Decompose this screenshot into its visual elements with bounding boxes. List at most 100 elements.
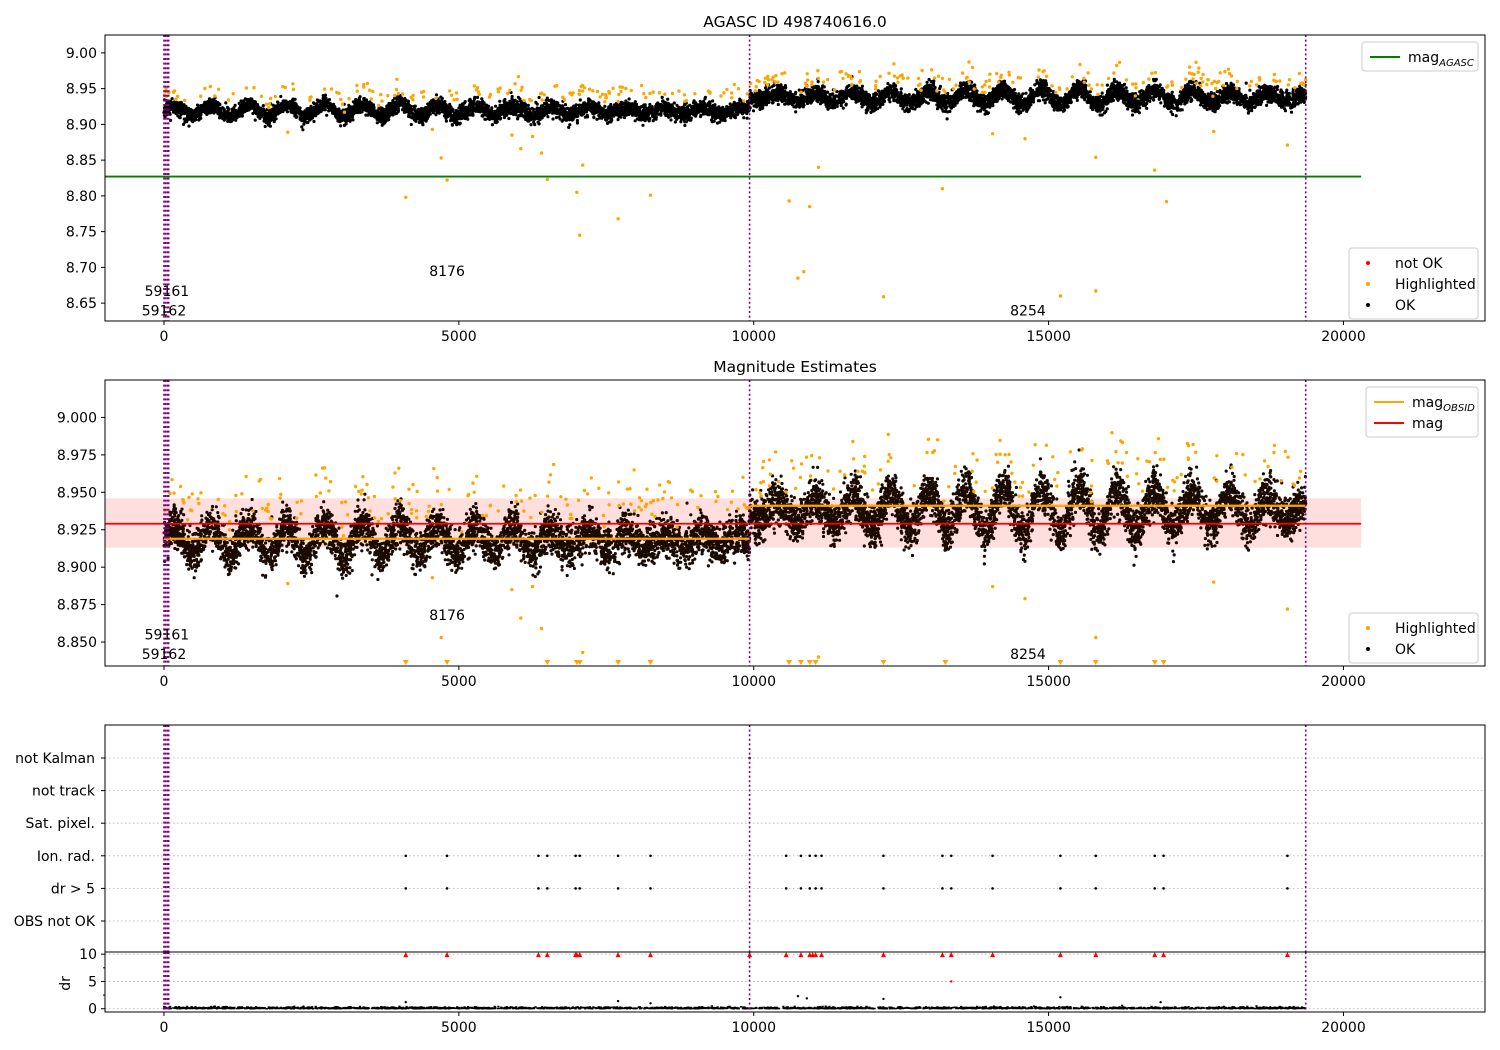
legend-marker [1366,282,1370,286]
flag-point [814,887,817,890]
flag-point [578,854,582,858]
y-tick-label: 8.975 [57,448,97,464]
x-tick-label: 10000 [731,329,776,345]
legend-box [1348,247,1479,320]
y-tick-label: 10 [79,947,97,963]
flag-point [574,854,577,858]
flag-point [808,854,812,858]
clipped-outlier-marker [647,660,654,665]
axes-frame [104,951,1486,1013]
clipped-outlier-marker [1151,660,1158,665]
flag-point [941,854,944,858]
dr-outlier-point [616,999,620,1003]
y-tick-label: 8.875 [57,598,97,614]
x-tick-label: 5000 [441,1020,477,1036]
x-tick-label: 0 [160,1020,169,1036]
plot-area [105,380,1362,666]
axes-frame [104,724,1486,953]
x-tick-label: 20000 [1321,674,1366,690]
flag-point [1059,854,1062,858]
y-axis-label: dr [58,976,74,991]
legend-label: magOBSID [1412,395,1475,414]
x-tick-label: 0 [160,329,169,345]
obsid-annotation: 59161 [145,628,190,644]
x-tick-label: 15000 [1026,1020,1071,1036]
flag-point [1059,887,1062,890]
flag-label: Ion. rad. [37,849,95,865]
legend-box [1361,41,1479,72]
clipped-outlier-marker [1057,660,1064,665]
legend-box [1348,612,1479,664]
dr-clipped-marker [747,952,753,958]
dr-clipped-marker [813,952,819,958]
flag-point [1153,887,1157,890]
legend-marker [1366,647,1370,651]
flag-point [882,887,885,890]
flag-point [1094,887,1098,890]
dr-clipped-marker [444,952,450,958]
dr-clipped-marker [535,952,541,958]
legend-label: Highlighted [1395,621,1476,637]
chart-title: Magnitude Estimates [713,358,877,376]
clipped-outlier-marker [544,660,551,665]
ok-points [162,74,1308,132]
clipped-outlier-marker [880,660,887,665]
flag-point [445,854,449,858]
legend-label-text: OK [1395,642,1416,658]
plot-area [105,952,1485,1012]
y-tick-label: 8.90 [66,117,97,133]
flag-point [949,854,953,858]
y-tick-label: 5 [88,974,97,990]
flag-label: not Kalman [15,751,95,767]
flag-point [404,887,408,890]
flag-point [537,854,540,858]
y-tick-label: 9.00 [66,46,97,62]
dr-clipped-marker [798,952,804,958]
dr-clipped-marker [577,952,583,958]
clipped-outlier-marker [797,660,804,665]
obsid-annotation: 8176 [429,608,465,624]
flag-point [404,854,408,858]
clipped-outlier-marker [1160,660,1167,665]
chart-title: AGASC ID 498740616.0 [703,13,887,31]
clipped-outlier-marker [615,660,622,665]
clipped-outlier-marker [576,660,583,665]
x-tick-label: 15000 [1026,329,1071,345]
dr-outlier-point [796,994,800,998]
x-tick-label: 15000 [1026,674,1071,690]
flag-point [537,887,540,890]
legend-marker [1366,303,1370,307]
legend-label-text: OK [1395,298,1416,314]
y-tick-label: 8.900 [57,560,97,576]
panel-flags: not Kalman not track Sat. pixel. Ion. rad. d… [14,724,1486,953]
legend-box [1365,386,1479,438]
legend-label-text: Highlighted [1395,621,1476,637]
legend-label: magAGASC [1408,50,1474,69]
legend-label: OK [1395,298,1416,314]
flag-label: OBS not OK [14,914,96,930]
flag-point [784,887,788,890]
flag-point [1162,887,1165,890]
dr-clipped-marker [544,952,550,958]
x-tick-label: 5000 [441,674,477,690]
clipped-outlier-marker [1092,660,1099,665]
flag-point [799,887,803,890]
dr-clipped-marker [648,952,654,958]
dr-clipped-marker [948,952,954,958]
y-tick-label: 0 [88,1002,97,1018]
dr-outlier-point [1159,1000,1162,1004]
obsid-annotation: 8176 [429,264,465,280]
x-tick-label: 10000 [731,674,776,690]
dr-outlier-point [404,1000,407,1004]
flag-point [820,854,823,858]
panel-magnitude-estimates: Magnitude Estimates 59161 59162 8176 8254 0 50… [57,358,1486,690]
dr-outlier-point [1059,996,1062,999]
obsid-annotation: 8254 [1010,647,1046,663]
dr-outlier-point [950,980,953,983]
dr-clipped-marker [1284,952,1290,958]
dr-clipped-marker [939,952,945,958]
dr-outlier-point [882,997,885,1001]
legend-marker [1366,261,1370,265]
flag-point [799,854,803,858]
flag-point [578,887,582,890]
